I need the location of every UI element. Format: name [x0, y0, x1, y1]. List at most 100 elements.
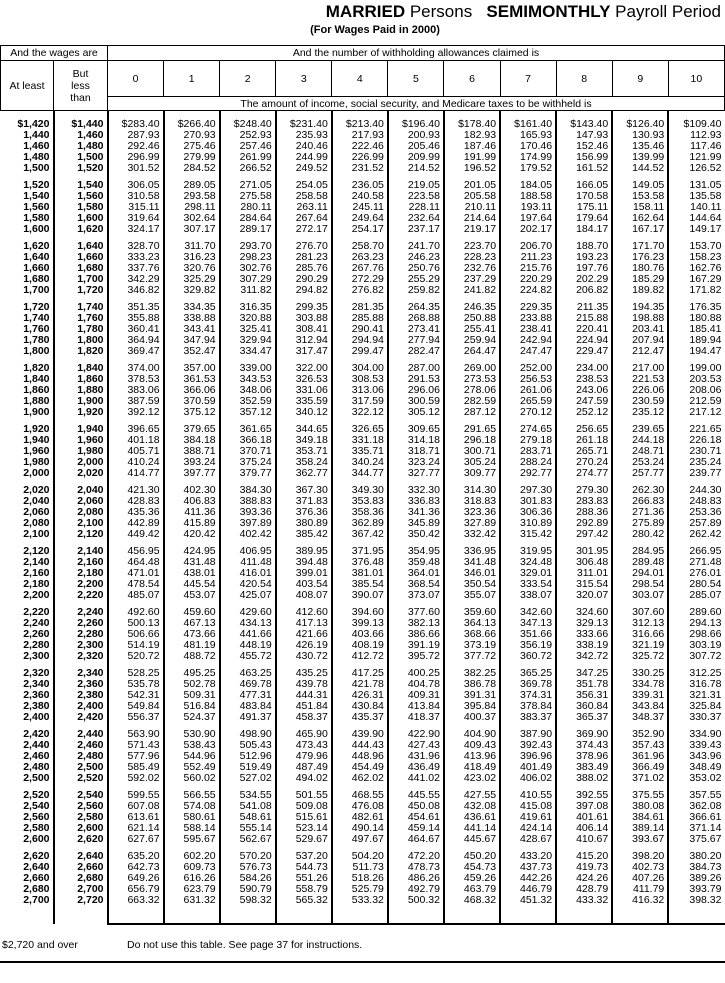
withholding-amount: 399.13	[330, 618, 388, 629]
withholding-amount: 294.01	[611, 568, 669, 579]
withholding-amount: 599.55	[106, 784, 164, 801]
withholding-amount: 248.71	[611, 446, 669, 457]
withholding-amount: 509.31	[162, 690, 220, 701]
withholding-amount: 238.53	[555, 374, 613, 385]
withholding-amount: 254.17	[330, 224, 388, 235]
withholding-amount: 595.67	[162, 834, 220, 845]
spacer-cell	[555, 906, 613, 925]
withholding-amount: $109.40	[667, 119, 725, 130]
spacer-cell	[555, 110, 613, 119]
withholding-amount: 649.26	[106, 873, 164, 884]
withholding-amount: 320.88	[218, 313, 276, 324]
withholding-amount: 434.13	[218, 618, 276, 629]
wage-but-less-than: 2,500	[52, 762, 108, 773]
wage-but-less-than: 2,060	[52, 496, 108, 507]
withholding-amount: 188.58	[499, 191, 557, 202]
withholding-amount: $126.40	[611, 119, 669, 130]
withholding-amount: 205.46	[386, 141, 444, 152]
spacer-cell	[499, 906, 557, 925]
withholding-amount: 404.78	[386, 679, 444, 690]
withholding-amount: 384.61	[611, 812, 669, 823]
withholding-amount: 185.29	[611, 274, 669, 285]
withholding-amount: 338.07	[499, 590, 557, 601]
withholding-amount: 289.05	[162, 174, 220, 191]
withholding-amount: 313.06	[330, 385, 388, 396]
withholding-amount: 257.89	[667, 518, 725, 529]
withholding-amount: 386.78	[442, 679, 501, 690]
wage-at-least: 1,820	[23, 362, 50, 374]
withholding-amount: 445.55	[386, 784, 444, 801]
withholding-amount: 275.46	[162, 141, 220, 152]
withholding-amount: 356.19	[499, 640, 557, 651]
withholding-amount: 264.47	[442, 346, 501, 357]
withholding-amount: 316.23	[162, 252, 220, 263]
withholding-amount: 563.90	[106, 723, 164, 740]
table-row: 2,460 2,480 577.96 544.96 512.96 479.96 448.96…	[1, 751, 725, 762]
table-row: 1,520 1,540 306.05 289.05 271.05 254.05 236.05…	[1, 174, 725, 191]
withholding-amount: 528.25	[106, 662, 164, 679]
wage-at-least: 2,620	[23, 850, 50, 862]
spacer-cell	[106, 906, 164, 925]
withholding-amount: 486.26	[386, 873, 444, 884]
withholding-amount: 297.42	[555, 529, 613, 540]
withholding-amount: 500.13	[106, 618, 164, 629]
title-payroll-period: Payroll Period	[615, 2, 721, 21]
withholding-amount: 292.46	[106, 141, 164, 152]
withholding-amount: 319.64	[106, 213, 164, 224]
withholding-amount: 368.66	[442, 629, 501, 640]
withholding-amount: 156.99	[555, 152, 613, 163]
wage-but-less-than: 2,340	[52, 662, 108, 679]
withholding-amount: 292.77	[499, 468, 557, 479]
withholding-amount: 207.94	[611, 335, 669, 346]
withholding-amount: 182.93	[442, 130, 501, 141]
withholding-amount: 359.60	[442, 601, 501, 618]
withholding-amount: 317.47	[274, 346, 332, 357]
withholding-amount: 380.20	[667, 845, 725, 862]
allowance-header: 2	[219, 60, 277, 97]
withholding-amount: 320.07	[555, 590, 613, 601]
wage-but-less-than: 1,880	[52, 385, 108, 396]
withholding-amount: 277.94	[386, 335, 444, 346]
withholding-amount: 322.12	[330, 407, 388, 418]
withholding-amount: 426.31	[330, 690, 388, 701]
wage-at-least: 2,480	[23, 761, 50, 773]
withholding-amount: 315.54	[555, 579, 613, 590]
wage-but-less-than: 1,520	[52, 163, 108, 174]
wage-but-less-than: 1,840	[52, 357, 108, 374]
table-row: 1,740 1,760 355.88 338.88 320.88 303.88 285.88…	[1, 313, 725, 324]
withholding-amount: 502.78	[162, 679, 220, 690]
withholding-amount: 448.96	[330, 751, 388, 762]
withholding-amount: 412.72	[330, 651, 388, 662]
withholding-amount: 391.19	[386, 640, 444, 651]
withholding-amount: 297.30	[499, 479, 557, 496]
withholding-amount: 152.46	[555, 141, 613, 152]
withholding-amount: 374.31	[499, 690, 557, 701]
withholding-amount: 283.83	[555, 496, 613, 507]
withholding-amount: 329.82	[162, 285, 220, 296]
withholding-amount: 348.37	[611, 712, 669, 723]
withholding-amount: 393.36	[218, 507, 276, 518]
wage-at-least: 1,920	[23, 423, 50, 435]
spacer-cell	[442, 906, 501, 925]
withholding-amount: 497.67	[330, 834, 388, 845]
withholding-amount: 519.49	[218, 762, 276, 773]
page-subtitle: (For Wages Paid in 2000)	[310, 24, 440, 36]
withholding-amount: 199.00	[667, 357, 725, 374]
withholding-amount: 482.61	[330, 812, 388, 823]
spacer-cell	[386, 906, 444, 925]
withholding-amount: 334.90	[667, 723, 725, 740]
table-row: 2,340 2,360 535.78 502.78 469.78 439.78 421.78…	[1, 679, 725, 690]
withholding-amount: 348.49	[667, 762, 725, 773]
withholding-amount: $248.40	[218, 119, 276, 130]
table-row: 2,140 2,160 464.48 431.48 411.48 394.48 376.48…	[1, 557, 725, 568]
withholding-amount: 232.76	[442, 263, 501, 274]
withholding-amount: 307.72	[667, 651, 725, 662]
withholding-amount: 161.52	[555, 163, 613, 174]
withholding-amount: 357.43	[611, 740, 669, 751]
withholding-amount: 316.66	[611, 629, 669, 640]
withholding-amount: 349.18	[274, 435, 332, 446]
withholding-amount: 306.36	[499, 507, 557, 518]
withholding-amount: 337.76	[106, 263, 164, 274]
withholding-amount: 176.23	[611, 252, 669, 263]
wage-at-least: 1,560	[23, 201, 50, 213]
